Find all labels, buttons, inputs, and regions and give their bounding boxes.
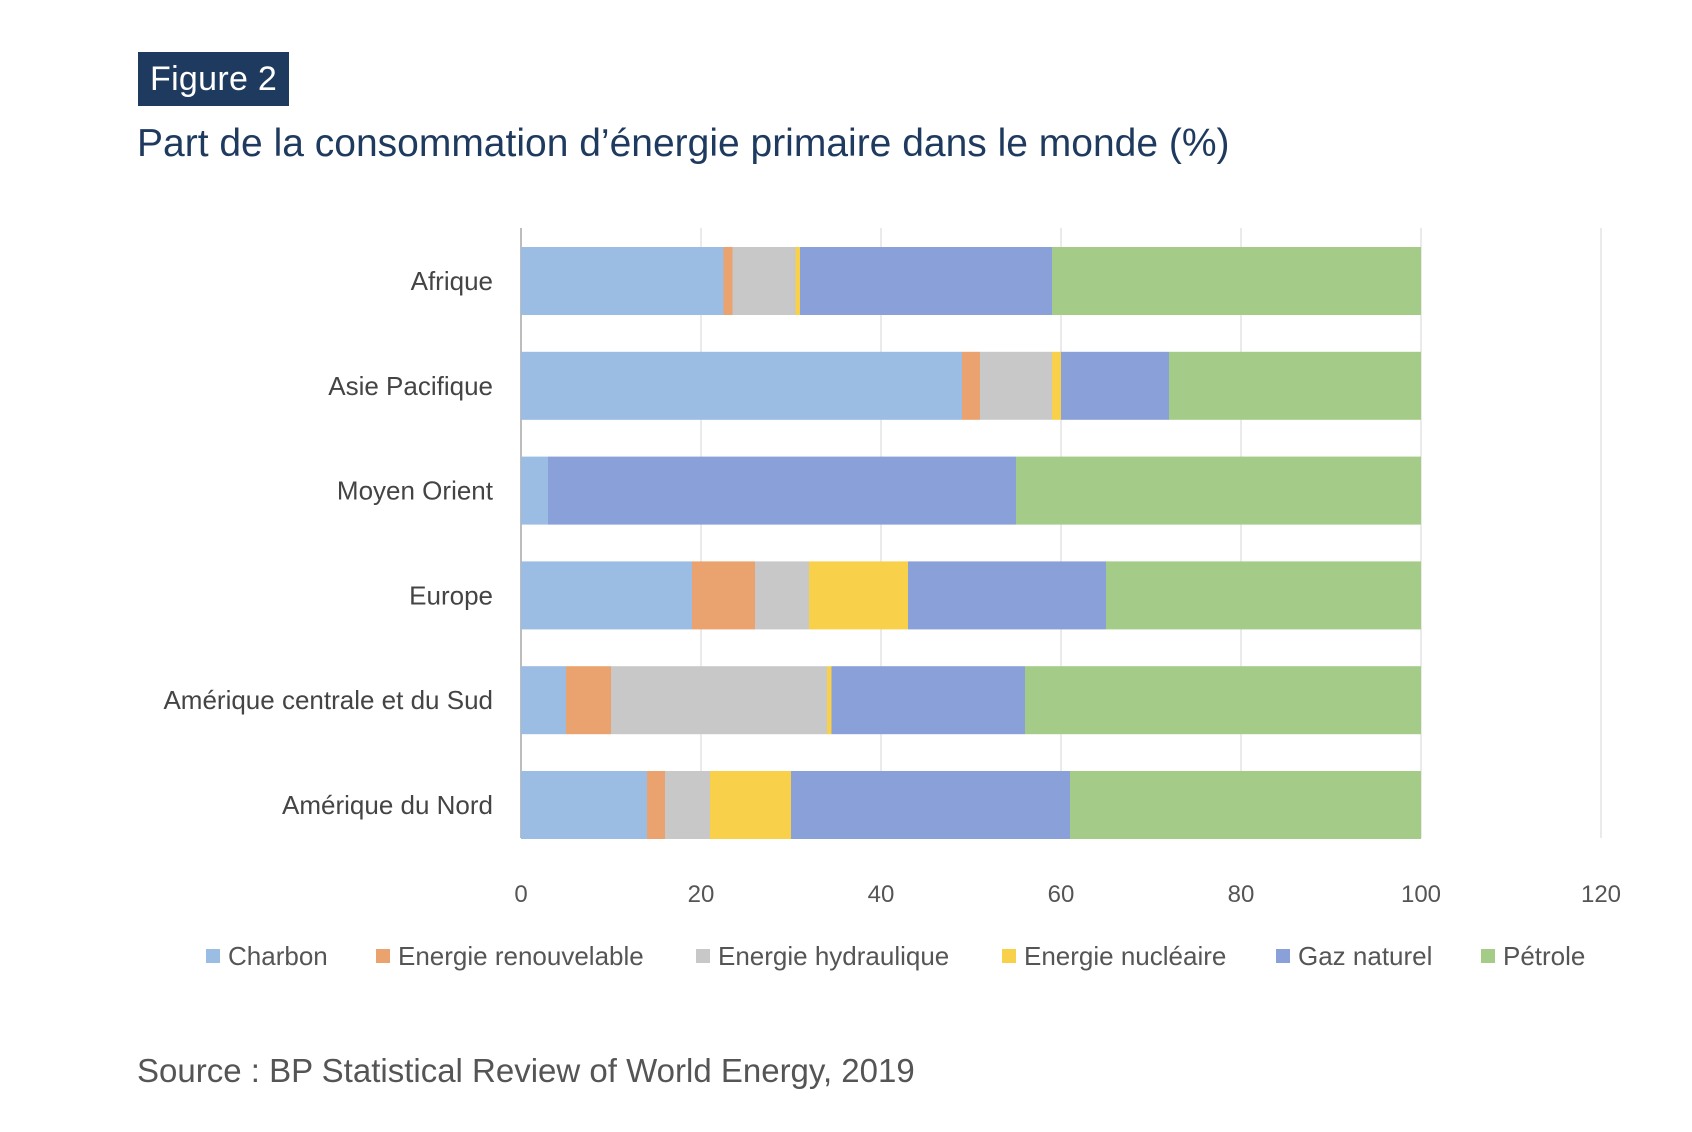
bar-segment-5-3 xyxy=(611,666,827,735)
bar-segment-6-5 xyxy=(791,771,1070,839)
bar-segment-6-6 xyxy=(1070,771,1421,839)
x-tick-label-120: 120 xyxy=(1581,881,1621,908)
bar-segment-6-2 xyxy=(647,771,665,839)
legend-item-5: Gaz naturel xyxy=(1276,936,1432,976)
x-tick-label-100: 100 xyxy=(1401,881,1441,908)
bar-segment-1-4 xyxy=(795,247,800,315)
chart-legend: Charbon Energie renouvelable Energie hydra… xyxy=(0,936,1692,976)
figure-title: Part de la consommation d’énergie primai… xyxy=(137,122,1230,165)
bar-segment-3-5 xyxy=(548,456,1016,525)
bar-segment-5-5 xyxy=(831,666,1025,735)
bar-segment-2-5 xyxy=(1061,351,1169,420)
bar-segment-2-6 xyxy=(1169,351,1421,420)
bar-segment-1-3 xyxy=(732,247,796,315)
bar-segment-6-3 xyxy=(665,771,710,839)
bar-segment-2-2 xyxy=(962,351,980,420)
bar-segment-3-6 xyxy=(1016,456,1421,525)
legend-label: Pétrole xyxy=(1503,940,1586,971)
bar-segment-2-1 xyxy=(521,351,962,420)
bar-segment-5-6 xyxy=(1025,666,1421,735)
x-tick-label-0: 0 xyxy=(514,881,527,908)
legend-item-1: Charbon xyxy=(206,936,328,976)
bar-segment-4-4 xyxy=(809,561,908,630)
legend-swatch xyxy=(1276,949,1290,963)
legend-item-6: Pétrole xyxy=(1481,936,1585,976)
legend-label: Charbon xyxy=(228,940,328,971)
figure-badge: Figure 2 xyxy=(138,52,290,106)
legend-label: Energie nucléaire xyxy=(1024,940,1227,971)
legend-swatch xyxy=(1481,949,1495,963)
bar-segment-2-3 xyxy=(980,351,1052,420)
x-tick-label-20: 20 xyxy=(688,881,715,908)
bar-segment-1-1 xyxy=(521,247,724,315)
legend-swatch xyxy=(206,949,220,963)
legend-label: Energie renouvelable xyxy=(398,940,644,971)
legend-swatch xyxy=(696,949,710,963)
bar-segment-1-5 xyxy=(800,247,1052,315)
category-label-3: Moyen Orient xyxy=(337,476,494,506)
x-tick-label-60: 60 xyxy=(1048,881,1075,908)
bar-segment-4-6 xyxy=(1106,561,1421,630)
bar-segment-2-4 xyxy=(1052,351,1061,420)
category-label-1: Afrique xyxy=(411,266,493,296)
legend-label: Energie hydraulique xyxy=(718,940,950,971)
category-label-2: Asie Pacifique xyxy=(328,371,493,401)
bar-segment-5-4 xyxy=(827,666,832,735)
bar-segment-4-1 xyxy=(521,561,692,630)
x-tick-label-80: 80 xyxy=(1228,881,1255,908)
bar-segment-6-4 xyxy=(710,771,791,839)
bar-segment-4-3 xyxy=(755,561,809,630)
legend-item-4: Energie nucléaire xyxy=(1002,936,1226,976)
category-label-5: Amérique centrale et du Sud xyxy=(163,685,493,715)
bar-segment-5-1 xyxy=(521,666,566,735)
bar-segment-1-2 xyxy=(723,247,733,315)
bar-segment-3-1 xyxy=(521,456,548,525)
bar-segment-1-6 xyxy=(1052,247,1421,315)
legend-item-2: Energie renouvelable xyxy=(376,936,644,976)
figure-label: Figure 2 xyxy=(150,60,278,98)
category-label-4: Europe xyxy=(409,580,493,610)
bar-segment-5-2 xyxy=(566,666,611,735)
category-label-6: Amérique du Nord xyxy=(282,790,493,820)
legend-item-3: Energie hydraulique xyxy=(696,936,949,976)
legend-swatch xyxy=(1002,949,1016,963)
bar-segment-6-1 xyxy=(521,771,647,839)
source-note: Source : BP Statistical Review of World … xyxy=(137,1052,915,1089)
bar-segment-4-2 xyxy=(692,561,755,630)
bar-segment-4-5 xyxy=(908,561,1106,630)
x-tick-label-40: 40 xyxy=(868,881,895,908)
legend-label: Gaz naturel xyxy=(1298,940,1433,971)
legend-swatch xyxy=(376,949,390,963)
